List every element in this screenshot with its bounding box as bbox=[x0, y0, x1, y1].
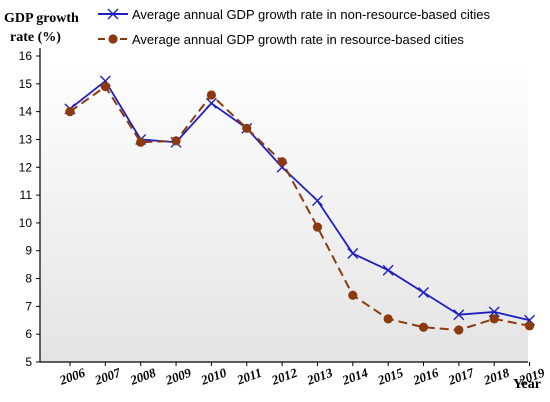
series-line-1 bbox=[69, 79, 530, 322]
series-1-point bbox=[347, 248, 359, 260]
x-tick-label: 2008 bbox=[127, 365, 158, 389]
legend-label-1: Average annual GDP growth rate in non-re… bbox=[132, 7, 490, 22]
y-tick-label: 10 bbox=[19, 216, 33, 230]
series-2-point bbox=[136, 137, 146, 147]
y-tick-label: 15 bbox=[19, 77, 33, 91]
series-1-point bbox=[488, 306, 500, 318]
y-tick-label: 9 bbox=[25, 244, 32, 258]
series-2-point bbox=[206, 90, 216, 100]
legend-marker-1 bbox=[107, 8, 119, 20]
y-tick-label: 5 bbox=[25, 355, 32, 369]
x-tick-label: 2010 bbox=[198, 365, 229, 389]
series-2-point bbox=[242, 123, 252, 133]
y-tick-label: 6 bbox=[25, 327, 32, 341]
x-tick-label: 2014 bbox=[339, 365, 370, 389]
series-1-point bbox=[311, 195, 323, 207]
y-tick-label: 12 bbox=[19, 160, 33, 174]
series-line-2 bbox=[69, 85, 530, 332]
y-tick-label: 13 bbox=[19, 132, 33, 146]
y-tick-label: 16 bbox=[19, 49, 33, 63]
x-tick-label: 2017 bbox=[445, 365, 476, 389]
y-tick-label: 14 bbox=[19, 105, 33, 119]
x-axis-label: Year bbox=[513, 377, 541, 392]
x-tick-label: 2007 bbox=[92, 365, 123, 389]
series-1-point bbox=[382, 264, 394, 276]
series-1-point bbox=[418, 286, 429, 298]
x-tick-label: 2016 bbox=[410, 365, 441, 389]
series-2-point bbox=[277, 157, 287, 167]
x-tick-label: 2018 bbox=[481, 365, 512, 389]
y-tick-label: 7 bbox=[25, 299, 32, 313]
y-tick-label: 8 bbox=[25, 272, 32, 286]
x-tick-label: 2015 bbox=[375, 365, 406, 389]
series-2-point bbox=[100, 82, 110, 92]
series-2-point bbox=[454, 325, 464, 335]
series-1-point bbox=[453, 309, 465, 321]
series-2-point bbox=[65, 107, 75, 117]
y-tick-label: 11 bbox=[20, 188, 33, 202]
y-axis-label-line1: GDP growth bbox=[4, 11, 79, 26]
series-2-point bbox=[348, 290, 358, 300]
y-axis-label-line2: rate (%) bbox=[10, 30, 61, 45]
x-tick-label: 2012 bbox=[269, 365, 300, 389]
series-2-point bbox=[524, 321, 535, 331]
series-2-point bbox=[171, 136, 181, 146]
legend-marker-2 bbox=[108, 34, 118, 44]
series-2-point bbox=[418, 322, 429, 332]
legend: Average annual GDP growth rate in non-re… bbox=[98, 7, 490, 47]
plot-background bbox=[40, 56, 528, 362]
x-tick-label: 2009 bbox=[163, 365, 194, 389]
x-tick-label: 2006 bbox=[57, 365, 88, 389]
series-2-point bbox=[383, 314, 393, 324]
legend-label-2: Average annual GDP growth rate in resour… bbox=[132, 32, 464, 47]
series-2-point bbox=[312, 222, 323, 232]
series-2-point bbox=[489, 314, 499, 324]
x-tick-label: 2013 bbox=[304, 365, 335, 389]
x-tick-label: 2011 bbox=[234, 365, 264, 388]
